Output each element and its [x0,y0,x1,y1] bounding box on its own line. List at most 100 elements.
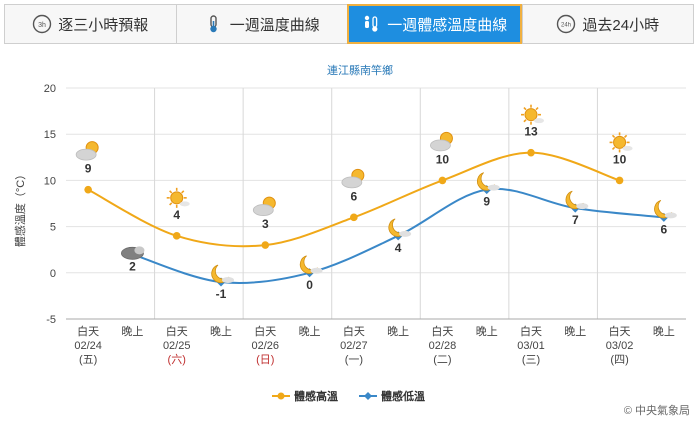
cloud-body [75,148,97,161]
x-tick-weekday: (日) [256,354,274,366]
x-tick-weekday: (二) [433,354,451,366]
y-tick-label: 20 [44,83,56,95]
cloud-body [341,176,363,189]
x-tick-weekday: (六) [168,353,186,366]
thermometer-icon [204,14,224,34]
sun-ray [535,107,539,111]
sun-disc [613,135,627,149]
moon-cloud-icon [477,172,500,191]
moon-cloud-icon [565,190,589,210]
sun-behind-cloud-icon [341,168,365,189]
high-temp-point [527,148,535,157]
legend-label: 體感低溫 [381,389,425,403]
x-tick-period: 晚上 [476,325,498,338]
moon-cloud-wisp [310,267,323,274]
tab-3hour-forecast-label: 逐三小時預報 [58,16,149,34]
x-tick-period: 白天 [77,324,99,338]
sun-ray [523,107,527,111]
tab-past-24-hours[interactable]: 24h 過去24小時 [521,4,694,44]
moon-cloud-wisp [487,184,500,191]
data-value-label: 3 [262,217,269,231]
sun-cloud-wisp [622,145,633,151]
x-tick-period: 晚上 [121,325,143,338]
high-temp-point [615,176,624,185]
sun-icon [609,132,633,153]
data-value-label: 4 [395,241,402,255]
data-value-label: 10 [613,152,627,166]
tab-weekly-apparent-temperature[interactable]: 一週體感溫度曲線 [347,4,522,44]
tab-weekly-apparent-temperature-label: 一週體感溫度曲線 [387,16,508,34]
legend: 體感高溫 體感低溫 [272,389,425,403]
sun-ray [169,190,173,194]
moon-cloud-wisp [576,203,589,210]
moon-cloud-icon [211,264,234,284]
high-temp-point [350,213,358,222]
cloud-body [252,204,274,216]
x-tick-date: 02/24 [74,340,102,352]
tab-weekly-temperature[interactable]: 一週溫度曲線 [175,4,347,44]
data-value-label: -1 [216,287,227,301]
sun-behind-cloud-icon [75,141,99,161]
sun-behind-cloud-icon [430,131,453,152]
high-temp-point [84,185,92,194]
sun-ray [623,134,628,139]
x-tick-period: 晚上 [210,325,232,338]
moon-cloud-icon [654,199,677,219]
x-tick-date: 03/01 [517,340,545,352]
chart-title: 連江縣南竿鄉 [327,63,393,77]
x-tick-period: 白天 [431,324,453,338]
3h-clock-icon: 3h [32,14,52,34]
high-temp-point [261,241,270,249]
x-tick-date: 03/02 [606,340,634,352]
sun-ray [611,134,616,139]
y-axis-label: 體感溫度（°C） [13,169,27,247]
3h-icon-text: 3h [38,22,46,29]
24h-clock-icon: 24h [556,14,576,34]
x-tick-period: 晚上 [299,325,321,338]
x-tick-date: 02/28 [429,340,457,352]
data-value-label: 6 [661,222,668,236]
x-tick-date: 02/25 [163,340,191,352]
x-tick-date: 02/27 [340,340,368,352]
x-tick-period: 晚上 [387,325,409,338]
dark-cloud-icon [121,246,145,260]
data-value-label: 9 [85,162,92,176]
y-tick-label: 10 [44,175,56,187]
x-tick-weekday: (五) [79,354,97,366]
high-temp-point [172,232,181,240]
sun-icon [521,104,544,125]
sun-behind-cloud-icon [252,196,276,216]
dark-cloud-highlight [134,246,145,255]
24h-icon-text: 24h [561,23,571,29]
copyright-text: © 中央氣象局 [624,403,690,417]
x-tick-period: 晚上 [564,325,586,338]
data-value-label: 13 [524,125,538,139]
sun-ray [181,190,185,194]
tab-3hour-forecast[interactable]: 3h 逐三小時預報 [4,4,176,44]
cloud-body [430,139,451,152]
x-tick-period: 白天 [520,324,542,338]
moon-cloud-icon [388,218,412,237]
data-value-label: 2 [129,259,136,273]
moon-cloud-icon [299,255,323,274]
y-tick-label: 5 [50,222,56,234]
x-tick-weekday: (四) [610,354,628,366]
sun-cloud-wisp [534,118,544,124]
x-tick-period: 白天 [254,324,276,338]
data-value-label: 7 [572,213,579,227]
sun-cloud-wisp [179,201,190,207]
data-value-label: 6 [351,189,358,203]
sun-disc [170,191,184,205]
legend-label: 體感高溫 [294,389,338,403]
y-tick-label: 0 [50,268,56,280]
data-value-label: 10 [436,152,450,166]
data-value-label: 0 [306,278,313,292]
sun-icon [166,187,190,208]
data-value-label: 9 [483,195,490,209]
moon-cloud-wisp [664,212,677,219]
sun-disc [524,108,538,122]
tab-past-24-hours-label: 過去24小時 [582,16,660,34]
x-tick-period: 白天 [166,324,188,338]
sun-ray [611,146,616,151]
